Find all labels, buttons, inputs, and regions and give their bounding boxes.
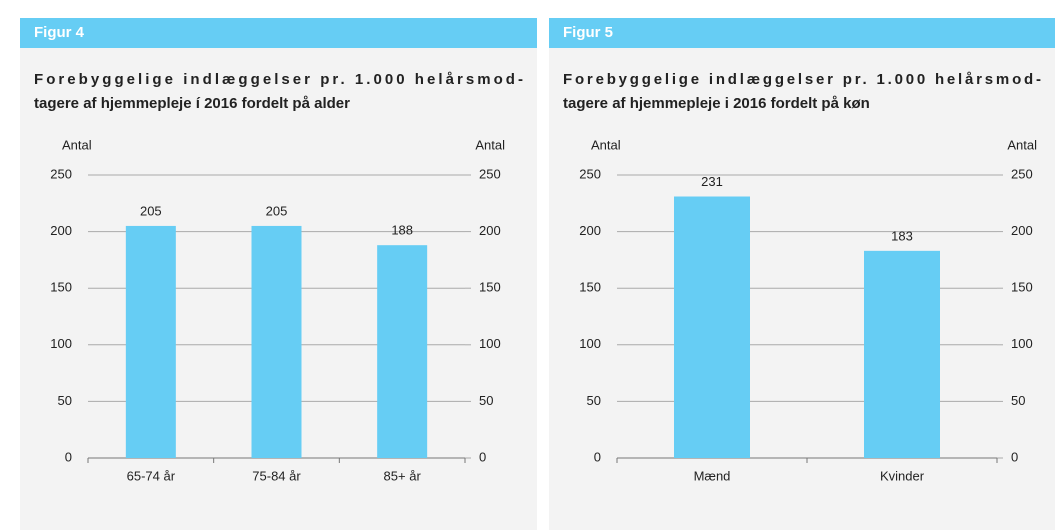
y2-tick-label: 150 bbox=[479, 280, 501, 295]
panel-header bbox=[20, 18, 537, 48]
data-label: 231 bbox=[701, 174, 723, 189]
bar bbox=[125, 225, 176, 458]
y2-tick-label: 200 bbox=[479, 223, 501, 238]
panel bbox=[549, 18, 1055, 530]
y-tick-label: 100 bbox=[50, 336, 72, 351]
y2-tick-label: 250 bbox=[479, 166, 501, 181]
y-tick-label: 150 bbox=[579, 280, 601, 295]
panel-header bbox=[549, 18, 1055, 48]
data-label: 188 bbox=[391, 223, 413, 238]
y-tick-label: 50 bbox=[587, 393, 601, 408]
x-tick-label: Mænd bbox=[694, 468, 731, 483]
y-tick-label: 0 bbox=[65, 449, 72, 464]
y-tick-label: 250 bbox=[579, 166, 601, 181]
y2-tick-label: 150 bbox=[1011, 280, 1033, 295]
bar bbox=[251, 225, 302, 458]
y2-tick-label: 200 bbox=[1011, 223, 1033, 238]
figure-label: Figur 5 bbox=[563, 24, 613, 41]
y-axis-label: Antal bbox=[591, 137, 621, 152]
y2-tick-label: 250 bbox=[1011, 166, 1033, 181]
y2-tick-label: 100 bbox=[479, 336, 501, 351]
data-label: 183 bbox=[891, 228, 913, 243]
y2-axis-label: Antal bbox=[475, 137, 505, 152]
y-tick-label: 150 bbox=[50, 280, 72, 295]
y-tick-label: 50 bbox=[58, 393, 72, 408]
data-label: 205 bbox=[266, 203, 288, 218]
y2-tick-label: 50 bbox=[1011, 393, 1025, 408]
bar bbox=[864, 250, 940, 458]
y2-tick-label: 100 bbox=[1011, 336, 1033, 351]
y2-tick-label: 0 bbox=[1011, 449, 1018, 464]
y-tick-label: 0 bbox=[594, 449, 601, 464]
bar bbox=[674, 196, 750, 458]
y-axis-label: Antal bbox=[62, 137, 92, 152]
bar bbox=[377, 245, 428, 458]
x-tick-label: 85+ år bbox=[384, 468, 422, 483]
y-tick-label: 250 bbox=[50, 166, 72, 181]
y-tick-label: 100 bbox=[579, 336, 601, 351]
y-tick-label: 200 bbox=[50, 223, 72, 238]
chart-title: tagere af hjemmepleje i 2016 fordelt på … bbox=[563, 95, 870, 112]
data-label: 205 bbox=[140, 203, 162, 218]
x-tick-label: 65-74 år bbox=[127, 468, 176, 483]
x-tick-label: 75-84 år bbox=[252, 468, 301, 483]
y-tick-label: 200 bbox=[579, 223, 601, 238]
chart-title: tagere af hjemmepleje í 2016 fordelt på … bbox=[34, 95, 350, 112]
figure-label: Figur 4 bbox=[34, 24, 85, 41]
y2-axis-label: Antal bbox=[1007, 137, 1037, 152]
x-tick-label: Kvinder bbox=[880, 468, 925, 483]
chart-title: Forebyggelige indlæggelser pr. 1.000 hel… bbox=[563, 71, 1041, 88]
y2-tick-label: 50 bbox=[479, 393, 493, 408]
y2-tick-label: 0 bbox=[479, 449, 486, 464]
